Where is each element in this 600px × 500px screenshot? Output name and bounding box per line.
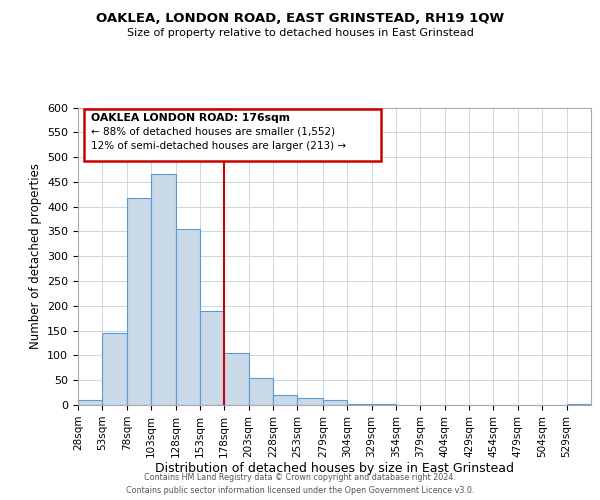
Bar: [78, 400, 103, 405]
Text: Contains HM Land Registry data © Crown copyright and database right 2024.: Contains HM Land Registry data © Crown c…: [144, 472, 456, 482]
Bar: [273, 395, 298, 405]
Bar: [151, 174, 176, 405]
Text: OAKLEA, LONDON ROAD, EAST GRINSTEAD, RH19 1QW: OAKLEA, LONDON ROAD, EAST GRINSTEAD, RH1…: [96, 12, 504, 26]
Bar: [224, 353, 248, 405]
Y-axis label: Number of detached properties: Number of detached properties: [29, 163, 41, 350]
Bar: [371, 404, 396, 405]
Bar: [176, 229, 200, 405]
Bar: [323, 400, 347, 405]
Bar: [566, 404, 591, 405]
X-axis label: Distribution of detached houses by size in East Grinstead: Distribution of detached houses by size …: [155, 462, 514, 475]
Text: OAKLEA LONDON ROAD: 176sqm: OAKLEA LONDON ROAD: 176sqm: [91, 112, 290, 122]
Bar: [127, 198, 151, 405]
Bar: [200, 311, 224, 405]
Text: Contains public sector information licensed under the Open Government Licence v3: Contains public sector information licen…: [126, 486, 474, 495]
Text: 12% of semi-detached houses are larger (213) →: 12% of semi-detached houses are larger (…: [91, 140, 346, 150]
Text: ← 88% of detached houses are smaller (1,552): ← 88% of detached houses are smaller (1,…: [91, 126, 335, 136]
Text: Size of property relative to detached houses in East Grinstead: Size of property relative to detached ho…: [127, 28, 473, 38]
Bar: [103, 333, 127, 405]
Bar: [248, 378, 273, 405]
Bar: [298, 398, 323, 405]
Bar: [347, 404, 371, 405]
